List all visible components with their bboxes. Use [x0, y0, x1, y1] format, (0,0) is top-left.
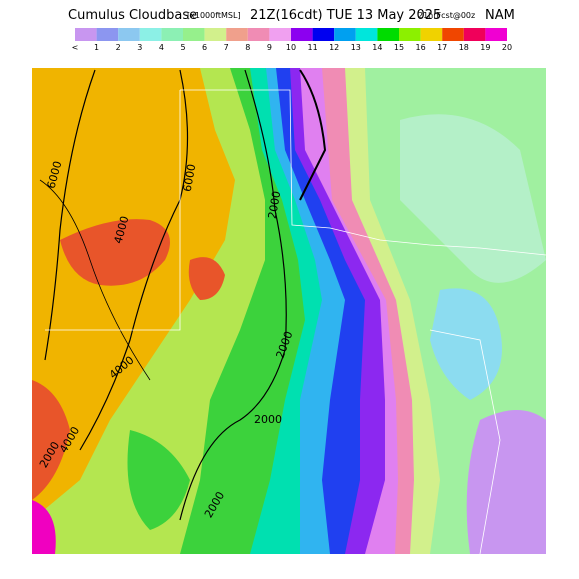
- legend-swatch: [139, 28, 162, 41]
- valid-time: 21Z(16cdt) TUE 13 May 2025: [250, 8, 441, 23]
- legend-swatch: [420, 28, 443, 41]
- legend-swatch: [399, 28, 421, 41]
- contour-label: 6000: [181, 163, 199, 193]
- legend-label: 5: [180, 43, 185, 52]
- legend-swatch: [442, 28, 464, 41]
- legend-label: 7: [224, 43, 229, 52]
- contour-line: [299, 69, 327, 201]
- field-patch: [466, 410, 546, 554]
- legend-label: 8: [245, 43, 250, 52]
- field-patch: [188, 257, 225, 300]
- field-patch: [430, 288, 502, 400]
- legend-swatch: [161, 28, 183, 41]
- legend-swatch: [291, 28, 313, 41]
- field-patch: [400, 114, 546, 283]
- legend-label: 20: [502, 43, 512, 52]
- contour-line: [39, 179, 151, 381]
- legend-swatch: [75, 28, 97, 41]
- color-legend: <1 2 3 4 5 6 7 8 9 10 11 12 13 14 15 16 17 18 19 20: [72, 28, 512, 52]
- legend-label: 6: [202, 43, 207, 52]
- units: [x1000ftMSL]: [187, 11, 241, 20]
- legend-label: 3: [137, 43, 142, 52]
- legend-label: 16: [416, 43, 426, 52]
- legend-swatch: [463, 28, 486, 41]
- border-line: [429, 329, 501, 554]
- field-patch: [32, 380, 70, 500]
- legend-label: 13: [351, 43, 361, 52]
- field-patch: [32, 500, 56, 554]
- legend-swatch: [183, 28, 205, 41]
- legend-swatch: [118, 28, 140, 41]
- legend-label: 1: [94, 43, 99, 52]
- legend-swatch: [334, 28, 356, 41]
- contour-line: [79, 69, 189, 451]
- legend-label: 4: [159, 43, 164, 52]
- legend-label: 19: [480, 43, 490, 52]
- legend-swatch: [247, 28, 270, 41]
- legend-label: 14: [372, 43, 382, 52]
- legend-swatch: [226, 28, 248, 41]
- model: NAM: [485, 8, 515, 23]
- legend-label: 18: [459, 43, 469, 52]
- contours: [39, 69, 327, 521]
- contour-label: 2000: [266, 190, 284, 220]
- legend-swatch: [204, 28, 227, 41]
- legend-label: <: [72, 43, 79, 52]
- contour-line: [179, 69, 287, 521]
- legend-label: 10: [286, 43, 296, 52]
- legend-label: 17: [437, 43, 447, 52]
- legend-label: 2: [116, 43, 121, 52]
- legend-label: 11: [308, 43, 318, 52]
- field-patch: [127, 430, 190, 530]
- forecast: 21hrFcst@00z: [418, 11, 475, 20]
- legend-swatch: [312, 28, 335, 41]
- legend-label: 12: [329, 43, 339, 52]
- legend-label: 9: [267, 43, 272, 52]
- contour-label: 2000: [254, 413, 282, 426]
- legend-swatch: [355, 28, 378, 41]
- border-line: [180, 89, 546, 256]
- legend-swatch: [377, 28, 399, 41]
- field-patch: [60, 219, 170, 286]
- contour-line: [44, 69, 96, 361]
- legend-swatch: [485, 28, 507, 41]
- legend-swatch: [96, 28, 119, 41]
- legend-label: 15: [394, 43, 404, 52]
- borders: [45, 89, 546, 554]
- title: Cumulus Cloudbase: [68, 8, 197, 23]
- border-line: [45, 90, 181, 331]
- legend-swatch: [269, 28, 291, 41]
